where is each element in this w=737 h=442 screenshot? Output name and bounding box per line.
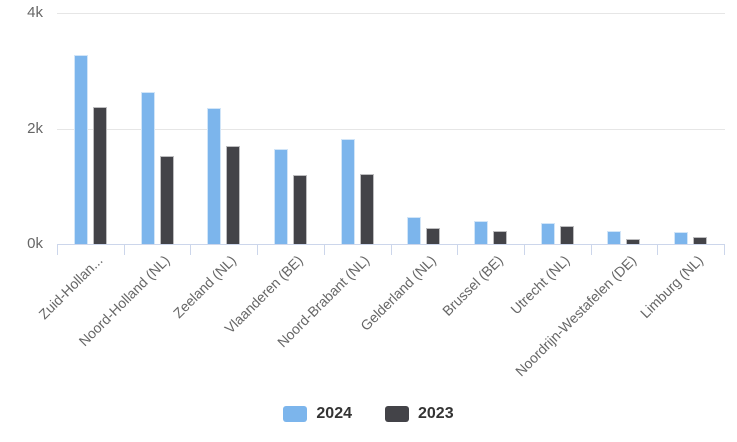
bar-group [124,13,191,244]
bar-2023-Gelderland (NL)[interactable] [426,227,441,244]
bar-2024-Noordrijn-Westafelen (DE)[interactable] [607,231,622,244]
gridline [57,13,725,14]
bar-2023-Zuid-Hollan...[interactable] [92,106,107,244]
y-axis-label: 4k [27,4,43,21]
bar-group [657,13,724,244]
x-axis-tick [523,245,525,255]
legend-item-2024[interactable]: 2024 [283,405,352,423]
bar-2023-Noord-Brabant (NL)[interactable] [359,173,374,244]
bar-2024-Noord-Holland (NL)[interactable] [140,92,155,244]
x-axis-label: Utrecht (NL) [507,252,573,318]
x-axis-tick [590,245,592,255]
x-axis-label: Brussel (BE) [438,252,506,319]
bar-group [457,13,524,244]
legend-swatch-2023 [385,406,409,422]
bar-2024-Gelderland (NL)[interactable] [407,216,422,244]
bar-2023-Utrecht (NL)[interactable] [559,226,574,244]
x-axis-tick [123,245,125,255]
bar-2024-Limburg (NL)[interactable] [674,232,689,244]
bar-2024-Utrecht (NL)[interactable] [540,222,555,244]
bar-2024-Noord-Brabant (NL)[interactable] [340,138,355,244]
x-axis-label: Limburg (NL) [636,252,706,322]
bar-2023-Zeeland (NL)[interactable] [226,145,241,244]
bar-2024-Vlaanderen (BE)[interactable] [273,148,288,244]
x-axis-label: Zeeland (NL) [169,252,240,322]
x-axis-tick [190,245,192,255]
bar-2023-Limburg (NL)[interactable] [693,237,708,244]
bar-2023-Noordrijn-Westafelen (DE)[interactable] [626,239,641,244]
x-axis-line [57,244,725,245]
x-axis-tick [257,245,259,255]
legend: 2024 2023 [0,405,737,423]
bar-2024-Brussel (BE)[interactable] [474,221,489,244]
legend-item-2023[interactable]: 2023 [385,405,454,423]
x-axis-label: Noordrijn-Westafelen (DE) [512,252,640,380]
y-axis-label: 2k [27,119,43,137]
bar-group [591,13,658,244]
bar-group [524,13,591,244]
legend-swatch-2024 [283,406,308,422]
x-axis-tick [57,245,58,255]
legend-label: 2023 [418,405,454,422]
bar-group [257,13,324,244]
x-axis-tick [390,245,392,255]
y-axis-label: 0k [27,235,43,252]
bar-2023-Brussel (BE)[interactable] [493,231,508,244]
bar-group [190,13,257,244]
bar-2024-Zuid-Hollan...[interactable] [73,55,88,244]
bar-2024-Zeeland (NL)[interactable] [207,107,222,244]
bar-2023-Vlaanderen (BE)[interactable] [292,174,307,244]
x-axis-label: Zuid-Hollan... [35,252,106,323]
x-axis-tick [657,245,659,255]
x-axis-tick [323,245,325,255]
legend-label: 2024 [316,405,352,422]
bar-group [57,13,124,244]
bar-group [391,13,458,244]
bar-group [324,13,391,244]
x-axis-tick [457,245,459,255]
bar-2023-Noord-Holland (NL)[interactable] [159,156,174,244]
gridline [57,128,725,130]
x-axis-tick [724,245,725,255]
